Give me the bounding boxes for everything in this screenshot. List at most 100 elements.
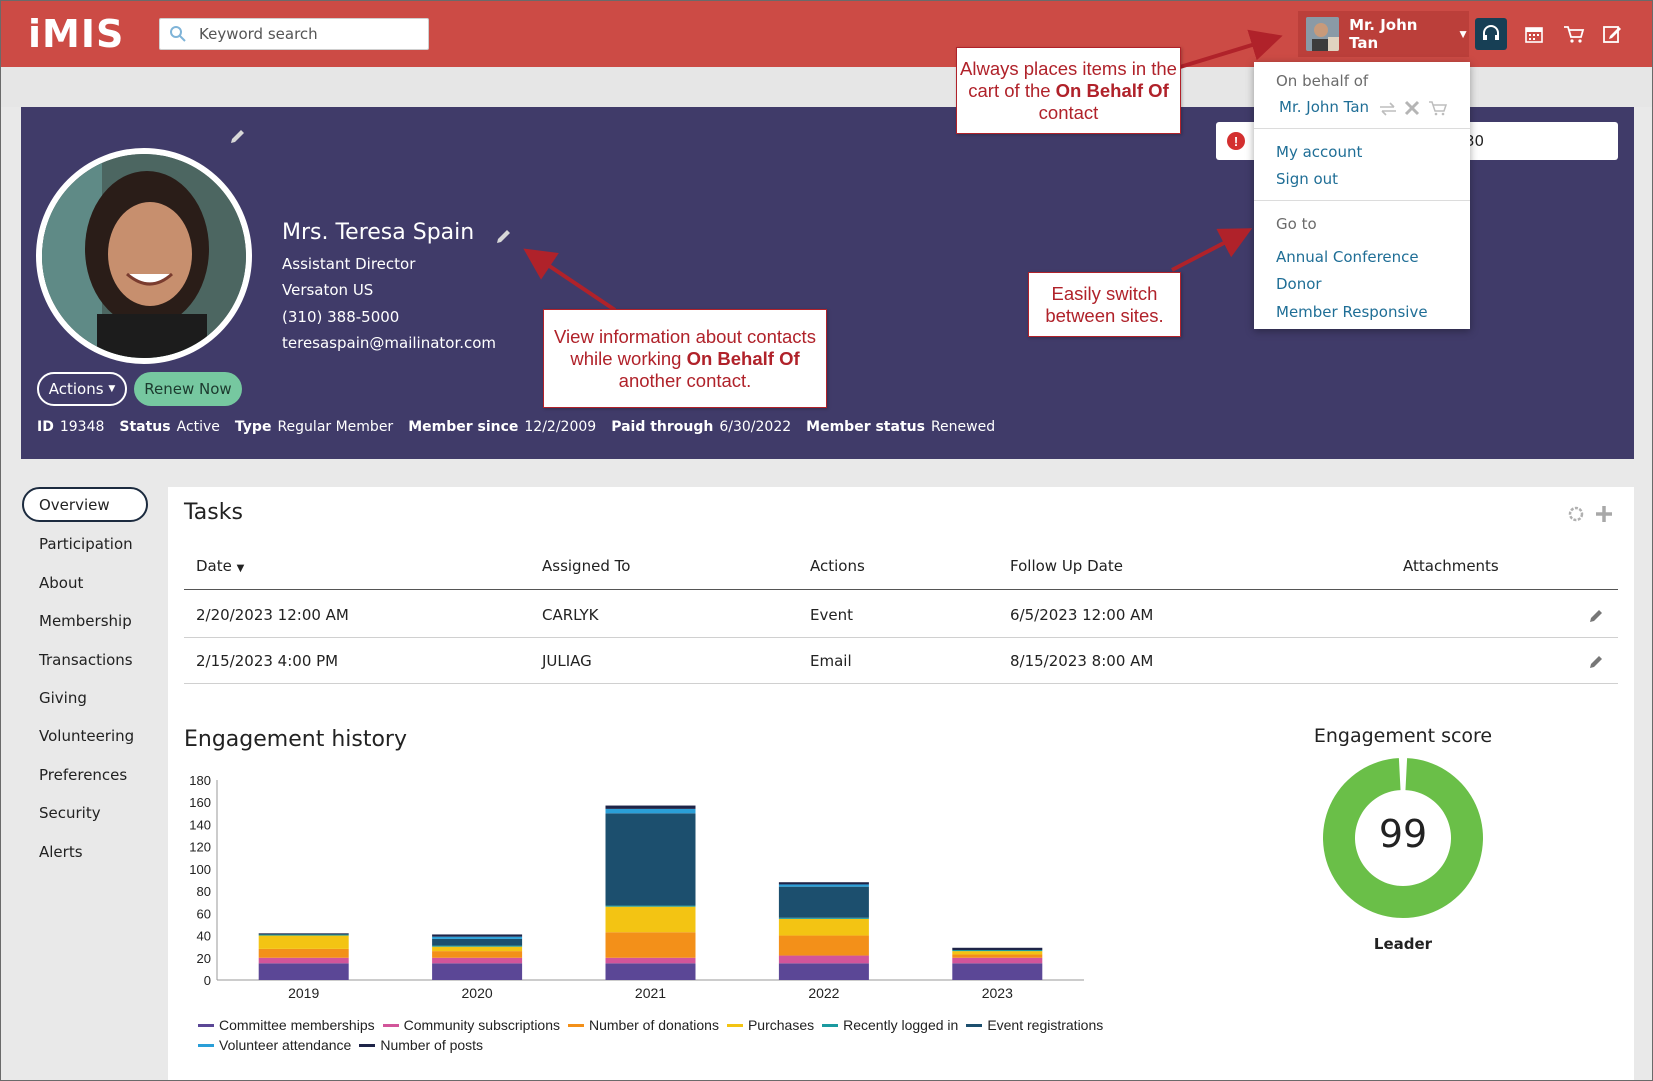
y-tick-label: 40 xyxy=(197,929,211,944)
legend-item[interactable]: Event registrations xyxy=(966,1017,1103,1034)
column-header-assigned-to[interactable]: Assigned To xyxy=(542,557,631,575)
y-tick-label: 160 xyxy=(189,795,211,810)
bar-segment xyxy=(432,951,523,958)
meta-value: Renewed xyxy=(930,419,996,435)
sidenav-item-transactions[interactable]: Transactions xyxy=(39,651,133,669)
task-assigned-to: CARLYK xyxy=(542,606,599,624)
legend-item[interactable]: Recently logged in xyxy=(822,1017,958,1034)
sidenav-item-membership[interactable]: Membership xyxy=(39,612,132,630)
goto-annual-conference-link[interactable]: Annual Conference xyxy=(1276,248,1419,266)
user-menu-button[interactable]: Mr. John Tan ▼ xyxy=(1298,11,1469,57)
membership-meta: ID 19348 Status Active Type Regular Member Mem… xyxy=(37,419,1010,435)
bar-segment xyxy=(258,948,349,958)
user-avatar xyxy=(1306,17,1340,51)
legend-item[interactable]: Committee memberships xyxy=(198,1017,375,1034)
legend-label: Recently logged in xyxy=(843,1017,959,1033)
legend-item[interactable]: Community subscriptions xyxy=(382,1017,560,1034)
sidenav-item-volunteering[interactable]: Volunteering xyxy=(39,727,135,745)
sidenav-item-giving[interactable]: Giving xyxy=(39,689,87,707)
keyword-search[interactable] xyxy=(159,18,429,50)
legend-swatch xyxy=(568,1024,584,1027)
meta-label: ID xyxy=(37,419,54,435)
x-tick-label: 2023 xyxy=(982,985,1013,1001)
my-account-link[interactable]: My account xyxy=(1276,143,1363,161)
calendar-icon[interactable] xyxy=(1518,18,1550,50)
edit-note-icon[interactable] xyxy=(1596,18,1628,50)
legend-label: Event registrations xyxy=(987,1017,1104,1033)
bar-segment xyxy=(778,884,869,887)
edit-task-pencil-icon[interactable] xyxy=(1588,654,1604,670)
column-header-date[interactable]: Date ▼ xyxy=(196,557,244,575)
renew-now-button[interactable]: Renew Now xyxy=(134,372,242,406)
bar-segment xyxy=(778,917,869,919)
edit-photo-pencil-icon[interactable] xyxy=(229,127,247,150)
legend-item[interactable]: Volunteer attendance xyxy=(198,1037,351,1054)
contact-phone: (310) 388-5000 xyxy=(282,308,400,326)
on-behalf-contact-link[interactable]: Mr. John Tan xyxy=(1279,98,1370,116)
menu-divider xyxy=(1254,128,1470,129)
sidenav-item-overview[interactable]: Overview xyxy=(22,487,148,522)
sign-out-link[interactable]: Sign out xyxy=(1276,170,1339,188)
imis-logo[interactable]: iMIS xyxy=(28,12,125,56)
column-header-actions[interactable]: Actions xyxy=(810,557,865,575)
user-name: Mr. John Tan xyxy=(1349,16,1418,52)
bar-segment xyxy=(258,934,349,936)
bar-segment xyxy=(778,935,869,956)
tasks-title: Tasks xyxy=(184,500,243,525)
bar-segment xyxy=(258,957,349,964)
legend-swatch xyxy=(966,1024,983,1027)
contact-company: Versaton US xyxy=(282,281,374,299)
legend-swatch xyxy=(382,1024,399,1027)
alert-exclamation-icon: ! xyxy=(1227,132,1245,150)
column-header-follow-up-date[interactable]: Follow Up Date xyxy=(1010,557,1123,575)
bar-segment xyxy=(605,805,696,809)
sidenav-item-participation[interactable]: Participation xyxy=(39,535,133,553)
sidenav-item-preferences[interactable]: Preferences xyxy=(39,766,128,784)
legend-swatch xyxy=(822,1024,839,1027)
callout-view-info: View information about contacts while wo… xyxy=(543,309,827,408)
actions-button[interactable]: Actions ▼ xyxy=(37,372,127,406)
meta-label: Member since xyxy=(408,419,519,435)
cart-icon[interactable] xyxy=(1558,18,1590,50)
contact-email[interactable]: teresaspain@mailinator.com xyxy=(282,334,497,352)
bar-segment xyxy=(952,957,1043,964)
column-header-attachments[interactable]: Attachments xyxy=(1403,557,1499,575)
legend-swatch xyxy=(198,1024,214,1027)
task-date: 2/20/2023 12:00 AM xyxy=(196,606,349,624)
legend-item[interactable]: Number of posts xyxy=(359,1037,483,1054)
bar-segment xyxy=(432,946,523,952)
y-tick-label: 60 xyxy=(197,906,211,921)
legend-label: Community subscriptions xyxy=(403,1017,560,1033)
search-input[interactable] xyxy=(199,25,419,43)
meta-label: Paid through xyxy=(611,419,714,435)
edit-task-pencil-icon[interactable] xyxy=(1588,608,1604,624)
bar-segment xyxy=(605,905,696,907)
legend-item[interactable]: Purchases xyxy=(726,1017,814,1034)
cart-small-icon[interactable] xyxy=(1428,100,1448,116)
add-task-plus-icon[interactable] xyxy=(1595,505,1613,523)
switch-arrows-icon[interactable] xyxy=(1378,102,1398,116)
meta-value: 12/2/2009 xyxy=(524,419,597,435)
sidenav-item-about[interactable]: About xyxy=(39,574,84,592)
sidenav-item-alerts[interactable]: Alerts xyxy=(39,843,83,861)
edit-contact-pencil-icon[interactable] xyxy=(495,227,513,250)
bar-segment xyxy=(432,934,523,937)
settings-gear-icon[interactable] xyxy=(1567,505,1585,523)
goto-donor-link[interactable]: Donor xyxy=(1276,275,1322,293)
callout-switch-sites: Easily switch between sites. xyxy=(1028,272,1181,337)
sidenav-item-security[interactable]: Security xyxy=(39,804,101,822)
y-tick-label: 0 xyxy=(204,973,211,988)
close-x-icon[interactable] xyxy=(1404,100,1420,116)
bar-segment xyxy=(778,882,869,885)
legend-item[interactable]: Number of donations xyxy=(568,1017,719,1034)
x-tick-label: 2020 xyxy=(462,985,493,1001)
y-tick-label: 180 xyxy=(189,773,211,788)
goto-member-responsive-link[interactable]: Member Responsive xyxy=(1276,303,1428,321)
support-headset-icon[interactable] xyxy=(1475,18,1507,50)
goto-heading: Go to xyxy=(1276,215,1317,233)
legend-swatch xyxy=(359,1044,376,1047)
bar-segment xyxy=(432,957,523,964)
meta-label: Type xyxy=(234,419,272,435)
contact-name: Mrs. Teresa Spain xyxy=(282,220,475,245)
bar-segment xyxy=(605,957,696,964)
